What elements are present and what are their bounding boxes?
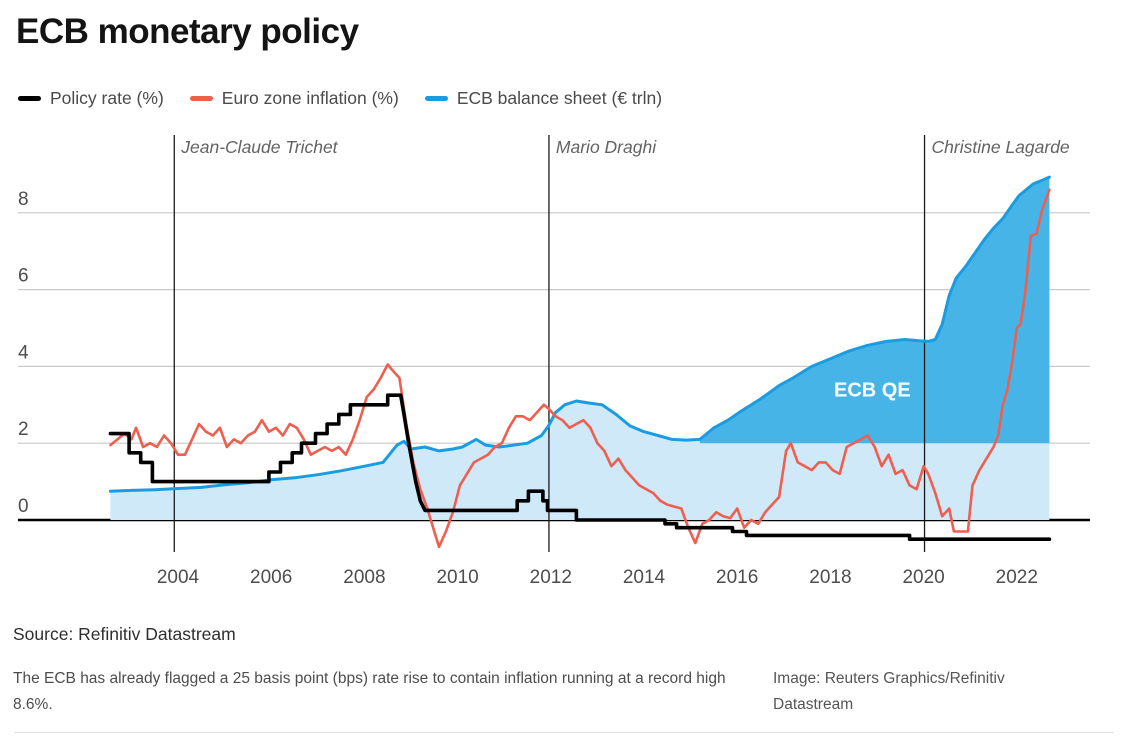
caption-text: The ECB has already flagged a 25 basis p… — [13, 670, 726, 713]
president-lines: Jean-Claude Trichet Mario Draghi Christine… — [173, 135, 1070, 552]
legend-label: Euro zone inflation (%) — [221, 88, 399, 108]
ecb-qe-label: ECB QE — [834, 379, 911, 401]
series-line-balance-sheet — [108, 175, 1051, 493]
legend: Policy rate (%) Euro zone inflation (%) … — [18, 88, 662, 109]
y-tick-label: 2 — [18, 419, 29, 440]
policy-rate-swatch-icon — [18, 96, 41, 101]
legend-item-balance-sheet: ECB balance sheet (€ trln) — [424, 88, 663, 109]
x-tick-label: 2004 — [157, 567, 200, 588]
y-tick-label: 8 — [18, 189, 29, 210]
series-line-policy-rate — [108, 393, 1052, 541]
series-lines — [108, 175, 1052, 549]
footer-divider — [14, 732, 1114, 733]
president-label: Christine Lagarde — [932, 137, 1070, 157]
x-tick-label: 2014 — [623, 567, 666, 588]
y-tick-label: 0 — [18, 496, 29, 517]
source-text: Source: Refinitiv Datastream — [13, 624, 236, 644]
legend-label: ECB balance sheet (€ trln) — [456, 88, 663, 108]
legend-item-inflation: Euro zone inflation (%) — [189, 88, 399, 109]
series-line-inflation — [109, 188, 1051, 549]
legend-item-policy-rate: Policy rate (%) — [18, 88, 164, 109]
x-tick-label: 2020 — [902, 567, 944, 588]
axis-labels: 2004 2006 2008 2010 2012 2014 2016 2018 2020 2022 — [157, 567, 1038, 588]
y-tick-label: 4 — [18, 342, 29, 363]
balance-sheet-area: ECB QE — [110, 177, 1050, 520]
balance-sheet-swatch-icon — [424, 96, 448, 101]
x-tick-label: 2016 — [716, 567, 758, 588]
credit-text: Image: Reuters Graphics/Refinitiv Datast… — [773, 670, 1005, 713]
x-tick-label: 2012 — [530, 567, 572, 588]
ecb-qe-area-fill — [699, 177, 1050, 444]
x-tick-label: 2022 — [996, 567, 1038, 588]
x-tick-label: 2008 — [343, 567, 385, 588]
chart: 0 2 4 6 8 ECB QE Jean-Claude Trichet Mario Dr… — [18, 135, 1090, 588]
president-label: Mario Draghi — [556, 137, 657, 157]
x-tick-label: 2010 — [436, 567, 478, 588]
x-tick-label: 2018 — [809, 567, 851, 588]
inflation-swatch-icon — [189, 96, 213, 101]
president-label: Jean-Claude Trichet — [180, 137, 338, 157]
legend-label: Policy rate (%) — [50, 88, 164, 108]
page-title: ECB monetary policy — [16, 12, 359, 51]
x-tick-label: 2006 — [250, 567, 292, 588]
y-tick-label: 6 — [18, 266, 29, 287]
